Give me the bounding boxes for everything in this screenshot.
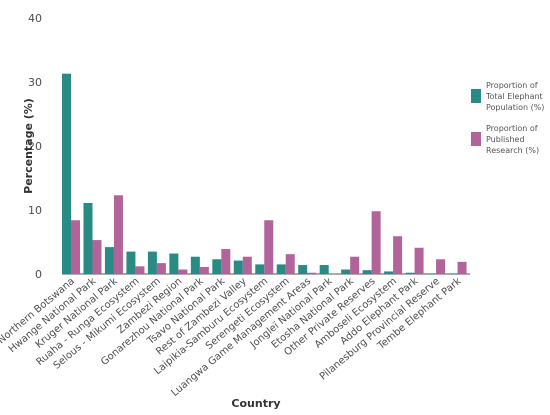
bar-series-1 [319,265,329,274]
bar-series-1 [362,270,372,274]
bars [62,73,467,275]
bar-series-1 [126,251,136,274]
bar-series-1 [147,251,157,274]
bar-series-1 [405,272,415,274]
legend-label: Proportion of Published Research (%) [486,124,539,155]
bar-series-1 [427,273,437,274]
bar-series-2 [113,195,123,274]
bar-series-2 [156,263,166,274]
bar-series-2 [71,220,80,274]
legend-label: Proportion of Total Elephant Population (%… [485,81,544,112]
y-tick-label: 0 [35,268,42,281]
bar-series-1 [212,259,222,274]
bar-series-2 [221,249,231,274]
bar-series-2 [264,220,274,274]
bar-series-2 [350,256,360,274]
bar-series-2 [436,259,446,274]
bar-series-1 [448,273,458,274]
y-tick-label: 10 [28,204,42,217]
bar-series-1 [298,265,308,274]
legend-swatch [471,132,481,146]
bar-series-1 [233,260,243,274]
bar-series-2 [414,247,424,274]
y-tick-label: 30 [28,76,42,89]
y-axis-ticks: 0 10 20 30 40 [28,12,42,281]
legend-swatch [471,89,481,103]
bar-series-1 [384,271,394,274]
y-axis-title: Percentage (%) [22,98,35,194]
bar-series-1 [255,264,265,274]
bar-series-1 [276,264,286,274]
bar-series-2 [242,256,252,274]
bar-series-2 [457,261,467,274]
bar-series-2 [199,266,209,274]
legend: Proportion of Total Elephant Population (%… [471,81,544,155]
bar-series-2 [135,266,145,274]
bar-series-1 [169,253,179,274]
x-axis-title: Country [231,397,280,410]
bar-series-1 [190,256,200,274]
y-tick-label: 20 [28,140,42,153]
bar-series-1 [341,269,351,274]
bar-series-2 [393,236,403,274]
bar-series-2 [371,211,381,274]
bar-series-1 [104,247,114,274]
y-tick-label: 40 [28,12,42,25]
bar-series-2 [285,254,295,274]
bar-series-2 [307,272,317,274]
bar-series-1 [62,73,71,275]
bar-series-2 [178,269,188,274]
bar-series-1 [83,202,93,274]
bar-series-2 [92,240,102,274]
